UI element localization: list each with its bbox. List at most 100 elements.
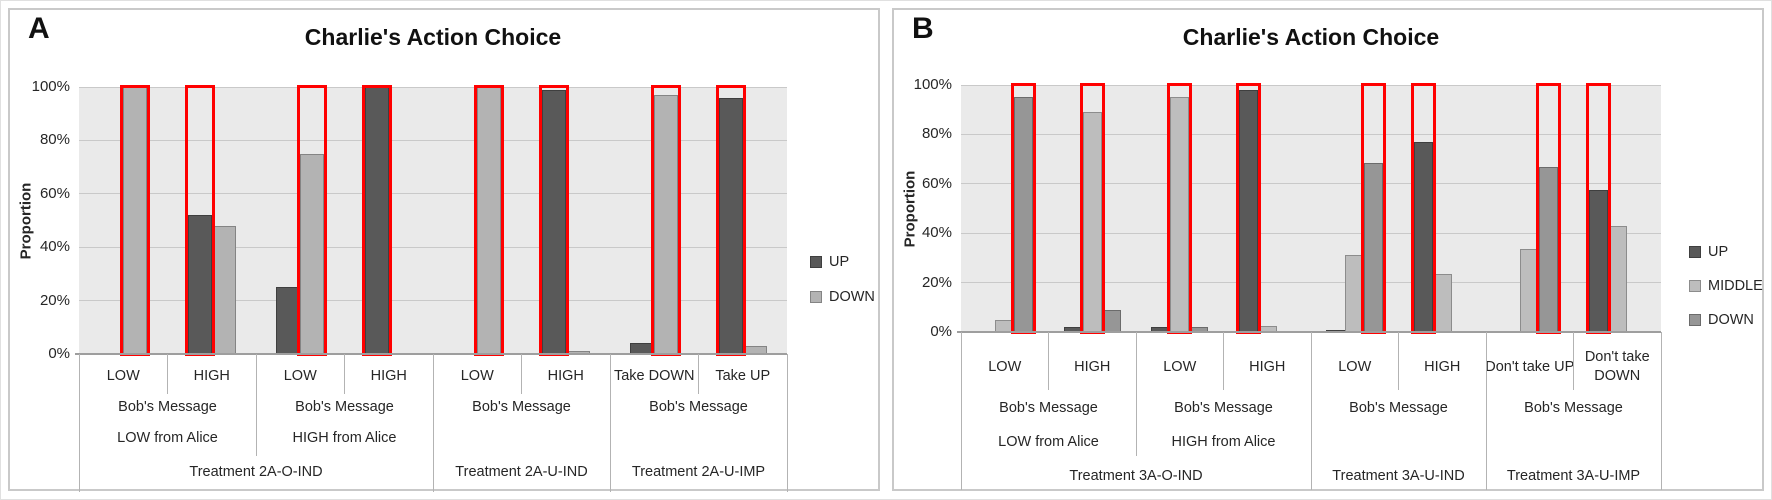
gridline-60 [79, 193, 787, 195]
bar-up [276, 287, 301, 354]
axis-separator [960, 332, 962, 490]
axis-group-label: Bob's Message [999, 400, 1098, 416]
treatment-label: Treatment 2A-U-IMP [631, 464, 766, 480]
axis-group-label: Bob's Message [118, 399, 217, 415]
gridline-20 [79, 300, 787, 302]
panel-a-title: Charlie's Action Choice [304, 24, 562, 50]
y-tick-label: 80% [39, 131, 70, 149]
prediction-box [474, 85, 505, 356]
y-tick-label: 80% [921, 125, 952, 143]
legend-item-down: DOWN [1689, 312, 1759, 328]
y-tick-label: 60% [39, 184, 70, 202]
prediction-box [1079, 83, 1105, 334]
treatment-label: Treatment 3A-O-IND [1069, 468, 1203, 484]
legend-item-middle: MIDDLE [1689, 278, 1763, 294]
category-label: Don't take UP [1485, 358, 1575, 375]
y-tick-label: 0% [930, 323, 952, 340]
prediction-box [297, 85, 328, 356]
legend-label-up: UP [829, 254, 850, 270]
prediction-box [1585, 83, 1611, 334]
legend-label-up: UP [1708, 244, 1729, 260]
axis-separator [1660, 332, 1662, 490]
x-axis-line [957, 331, 1661, 333]
treatment-label: Treatment 3A-U-IND [1332, 468, 1465, 484]
prediction-box [361, 85, 392, 356]
axis-separator [167, 354, 168, 394]
bar-down [300, 153, 325, 354]
gridline-100 [961, 84, 1661, 86]
gridline-80 [79, 139, 787, 141]
y-tick-label: 40% [39, 238, 70, 256]
category-label: HIGH [193, 367, 230, 384]
y-tick-label: 0% [48, 345, 70, 362]
y-tick-label: 20% [39, 291, 70, 309]
bar-up [718, 97, 743, 354]
axis-group-label: Bob's Message [649, 399, 748, 415]
y-tick-label: 60% [921, 174, 952, 192]
prediction-box [120, 85, 151, 356]
prediction-box [1011, 83, 1037, 334]
bar-up [187, 215, 212, 354]
axis-group-label: LOW from Alice [998, 434, 1099, 450]
axis-group-label: Bob's Message [1349, 400, 1448, 416]
bar-down [654, 95, 679, 354]
prediction-box [1536, 83, 1562, 334]
bar-down [211, 225, 236, 354]
axis-separator [344, 354, 345, 394]
category-label: LOW [988, 358, 1022, 375]
category-label: HIGH [1074, 358, 1111, 375]
legend-swatch-up [810, 256, 822, 268]
axis-separator [1573, 332, 1574, 390]
axis-separator [1048, 332, 1049, 390]
axis-group-label: LOW from Alice [117, 430, 218, 446]
axis-group-label: Bob's Message [1524, 400, 1623, 416]
axis-group-label: HIGH from Alice [1171, 434, 1276, 450]
gridline-60 [961, 183, 1661, 185]
category-label: HIGH [547, 367, 584, 384]
category-label: LOW [106, 367, 140, 384]
legend-swatch-down [810, 291, 822, 303]
prediction-box [184, 85, 215, 356]
treatment-label: Treatment 2A-O-IND [189, 464, 323, 480]
axis-separator [698, 354, 699, 394]
category-label: Take UP [715, 367, 771, 384]
prediction-box [651, 85, 682, 356]
axis-separator [1310, 332, 1312, 490]
legend-swatch-down [1689, 314, 1701, 326]
axis-separator [1135, 332, 1137, 456]
x-axis-line [75, 353, 787, 355]
prediction-box [538, 85, 569, 356]
treatment-label: Treatment 3A-U-IMP [1506, 468, 1641, 484]
axis-separator [78, 354, 80, 492]
prediction-box [1410, 83, 1436, 334]
axis-separator [1223, 332, 1224, 390]
axis-separator [786, 354, 788, 492]
bar-down [123, 87, 148, 354]
prediction-box [1167, 83, 1193, 334]
axis-separator [1485, 332, 1487, 490]
y-tick-label: 40% [921, 224, 952, 242]
bar-up [541, 89, 566, 354]
gridline-40 [79, 246, 787, 248]
axis-separator [255, 354, 257, 456]
gridline-80 [961, 133, 1661, 135]
legend-item-up: UP [810, 254, 880, 270]
legend-label-middle: MIDDLE [1708, 278, 1763, 294]
y-tick-label: 20% [921, 273, 952, 291]
category-label: LOW [1163, 358, 1197, 375]
panel-b: B Charlie's Action Choice Proportion 0% 2… [892, 8, 1764, 491]
gridline-100 [79, 86, 787, 88]
y-tick-label: 100% [31, 78, 70, 95]
axis-group-label: Bob's Message [1174, 400, 1273, 416]
legend-item-down: DOWN [810, 289, 880, 305]
category-label: LOW [460, 367, 494, 384]
category-label: Take DOWN [613, 367, 695, 384]
category-label: LOW [283, 367, 317, 384]
y-tick-label: 100% [913, 76, 952, 93]
category-label: HIGH [1424, 358, 1461, 375]
legend-label-down: DOWN [1708, 312, 1754, 328]
bar-up [364, 87, 389, 354]
category-label: HIGH [370, 367, 407, 384]
bar-down [477, 87, 502, 354]
